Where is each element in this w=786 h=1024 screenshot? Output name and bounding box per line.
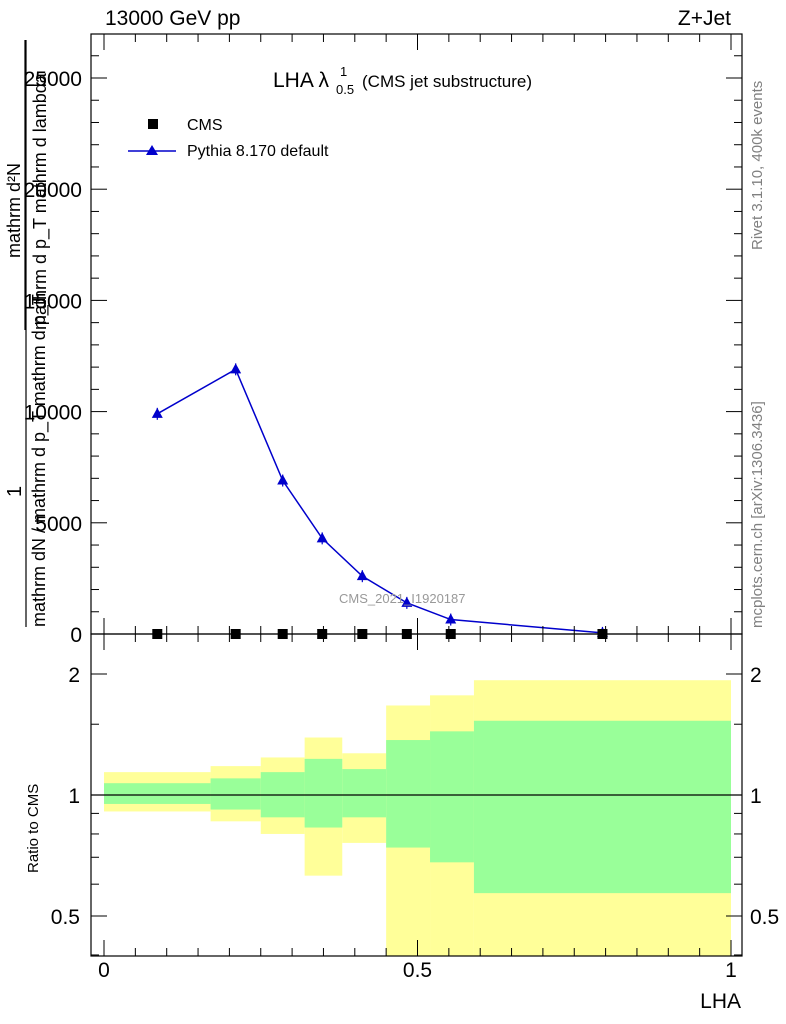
ratio-xtick-label: 1 xyxy=(725,959,737,982)
header-energy: 13000 GeV pp xyxy=(105,7,241,30)
plot-title-sub: 0.5 xyxy=(336,82,354,97)
legend-cms-label: CMS xyxy=(187,117,223,134)
ratio-band-green-bin xyxy=(210,778,261,810)
pythia-point xyxy=(445,613,457,624)
ylabel-den-den: mathrm d p_T mathrm d lambda xyxy=(30,72,51,330)
pythia-point xyxy=(356,570,368,581)
plot-title: LHA λ xyxy=(273,69,330,92)
ratio-band-green-bin xyxy=(342,769,387,818)
ylabel-numerator: 1 xyxy=(4,486,26,497)
main-ytick-label: 15000 xyxy=(24,290,82,313)
main-ytick-label: 25000 xyxy=(24,68,82,91)
ratio-xtick-label: 0.5 xyxy=(403,959,432,982)
header-process: Z+Jet xyxy=(677,7,731,30)
ylabel-den-outer: mathrm dN / mathrm d p_T mathrm d p_T xyxy=(29,294,50,627)
ratio-band-green-bin xyxy=(104,783,211,804)
ratio-ytick-label-left: 0.5 xyxy=(51,906,80,929)
ratio-ytick-label-right: 1 xyxy=(750,785,762,808)
ratio-band-green-bin xyxy=(386,740,431,848)
ratio-bands xyxy=(104,680,731,956)
ratio-band-green-bin xyxy=(304,758,343,828)
ratio-ytick-label-left: 2 xyxy=(68,664,80,687)
ratio-ytick-label-left: 1 xyxy=(68,785,80,808)
plot-title-sup: 1 xyxy=(340,64,347,79)
main-ytick-label: 0 xyxy=(70,624,82,647)
pythia-point xyxy=(316,532,328,543)
mcplots-label: mcplots.cern.ch [arXiv:1306.3436] xyxy=(749,401,766,628)
ratio-ytick-label-right: 0.5 xyxy=(750,906,779,929)
ratio-ylabel: Ratio to CMS xyxy=(25,784,42,873)
main-ticks: 0 5000 10000 15000 20000 25000 xyxy=(24,34,742,647)
pythia-point xyxy=(230,363,242,374)
pythia-series-line xyxy=(156,368,603,634)
analysis-watermark: CMS_2021_I1920187 xyxy=(339,591,466,606)
ratio-ytick-label-right: 2 xyxy=(750,664,762,687)
xlabel: LHA xyxy=(700,990,741,1013)
ratio-band-green-bin xyxy=(430,731,474,863)
main-ytick-label: 20000 xyxy=(24,179,82,202)
plot-title-suffix: (CMS jet substructure) xyxy=(362,72,532,91)
legend-pythia-label: Pythia 8.170 default xyxy=(187,143,329,160)
ratio-ticks: 0.5 0.5 1 1 2 2 0 0.5 1 xyxy=(51,634,779,982)
ratio-xtick-label: 0 xyxy=(98,959,110,982)
main-ytick-label: 5000 xyxy=(35,513,82,536)
legend-pythia-marker xyxy=(146,145,158,155)
main-ytick-label: 10000 xyxy=(24,402,82,425)
ylabel-den-num: mathrm d²N xyxy=(4,163,24,258)
rivet-label: Rivet 3.1.10, 400k events xyxy=(749,81,766,250)
pythia-point xyxy=(277,474,289,485)
pythia-point xyxy=(401,596,413,607)
legend-cms-marker xyxy=(148,119,158,129)
pythia-point xyxy=(151,407,163,418)
ratio-band-green-bin xyxy=(473,720,731,894)
